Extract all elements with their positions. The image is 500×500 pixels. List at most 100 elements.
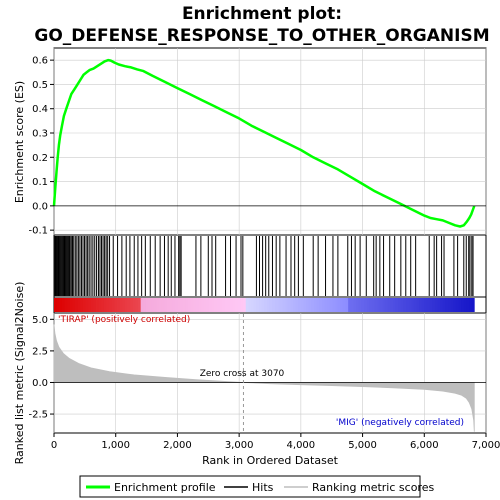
color-bar-segment [235, 298, 239, 312]
color-bar-segment [266, 298, 270, 312]
color-bar-segment [119, 298, 123, 312]
color-bar-segment [426, 298, 431, 312]
metric-panel [53, 312, 487, 434]
es-tick-label: 0.1 [32, 177, 48, 188]
color-bar-segment [59, 298, 63, 312]
color-bar-segment [303, 298, 307, 312]
ranking-metric-series [53, 324, 475, 432]
color-bar-segment [295, 298, 299, 312]
color-bar-segment [145, 298, 149, 312]
color-bar-segment [135, 298, 139, 312]
x-tick-label: 0 [51, 440, 57, 451]
color-bar-segment [172, 298, 176, 312]
color-bar-segment [248, 298, 252, 312]
color-bar-segment [350, 298, 354, 312]
hit-marks [53, 236, 474, 296]
color-bar-segment [403, 298, 407, 312]
color-bar-segment [232, 298, 236, 312]
color-bar-segment [90, 298, 94, 312]
color-bar-segment [361, 298, 365, 312]
color-bar-segment [153, 298, 157, 312]
zero-lines [54, 205, 486, 432]
color-bar-segment [237, 298, 241, 312]
color-bar-segment [353, 298, 357, 312]
color-bar-segment [258, 298, 262, 312]
legend-label-enrichment-profile: Enrichment profile [114, 481, 216, 494]
x-tick-label: 2,000 [163, 440, 192, 451]
color-bar-segment [411, 298, 415, 312]
color-bar-segment [408, 298, 412, 312]
color-bar-segment [98, 298, 102, 312]
es-tick-label: 0.0 [32, 201, 48, 212]
color-bar-segment [366, 298, 370, 312]
color-bar-segment [148, 298, 152, 312]
color-bar-segment [103, 298, 107, 312]
color-bar-segment [382, 298, 386, 312]
color-bar-segment [335, 298, 339, 312]
es-grid [53, 48, 487, 235]
color-bar-segment [203, 298, 207, 312]
color-bar-segment [377, 298, 381, 312]
color-bar-segment [240, 298, 244, 312]
color-bar-segment [298, 298, 302, 312]
color-bar-segment [156, 298, 160, 312]
color-bar-segment [332, 298, 336, 312]
color-bar-segment [151, 298, 155, 312]
color-bar-segment [463, 298, 467, 312]
color-bar-segment [222, 298, 226, 312]
color-bar-segment [117, 298, 121, 312]
color-bar-segment [437, 298, 441, 312]
color-bar-segment [80, 298, 84, 312]
color-bar-segment [300, 298, 304, 312]
color-bar-segment [432, 298, 436, 312]
color-bar-segment [416, 298, 420, 312]
color-bar-segment [442, 298, 446, 312]
color-bar-segment [106, 298, 110, 312]
color-bar-segment [187, 298, 191, 312]
es-tick-label: 0.6 [32, 56, 48, 67]
color-bar-segment [109, 298, 113, 312]
color-bar-segment [177, 298, 181, 312]
color-bar-segment [182, 298, 186, 312]
es-tick-label: 0.4 [32, 104, 48, 115]
color-bar-segment [405, 298, 410, 312]
color-bar-segment [64, 298, 68, 312]
color-bar-segment [319, 298, 323, 312]
color-bar-segment [264, 298, 268, 312]
color-bar-segment [169, 298, 173, 312]
metric-tick-label: 2.5 [32, 346, 48, 357]
color-bar-segment [216, 298, 220, 312]
color-bar-segment [201, 298, 205, 312]
color-bar-segment [229, 298, 234, 312]
positive-correlation-label: 'TIRAP' (positively correlated) [58, 315, 190, 325]
color-bar-segment [77, 298, 81, 312]
color-bar-segment [82, 298, 86, 312]
enrichment-profile-line [52, 58, 476, 228]
color-bar-segment [243, 298, 247, 312]
color-bar-segment [282, 298, 286, 312]
x-tick-label: 4,000 [287, 440, 316, 451]
color-bar-segment [124, 298, 128, 312]
color-bar-segment [174, 298, 178, 312]
color-bar-segment [245, 298, 249, 312]
legend-label-ranking-metric: Ranking metric scores [312, 481, 434, 494]
color-bar-segment [161, 298, 165, 312]
enrichment-profile-series [52, 58, 476, 228]
color-bar-segment [387, 298, 391, 312]
metric-y-ticks: 5.0 2.5 0.0 -2.5 [28, 315, 54, 421]
x-tick-label: 6,000 [410, 440, 439, 451]
color-bar-segment [455, 298, 459, 312]
color-bar-segment [308, 298, 312, 312]
color-bar-segment [348, 298, 352, 312]
color-bar-segment [374, 298, 378, 312]
color-bar-segment [256, 298, 260, 312]
color-bar-segment [311, 298, 315, 312]
color-bar-segment [324, 298, 328, 312]
color-bar-segment [458, 298, 462, 312]
color-bar-segment [180, 298, 184, 312]
color-bar-segment [419, 298, 423, 312]
color-bar-segment [321, 298, 325, 312]
es-y-axis-label: Enrichment score (ES) [13, 81, 26, 203]
color-bar-segment [363, 298, 367, 312]
color-bar-segment [316, 298, 320, 312]
